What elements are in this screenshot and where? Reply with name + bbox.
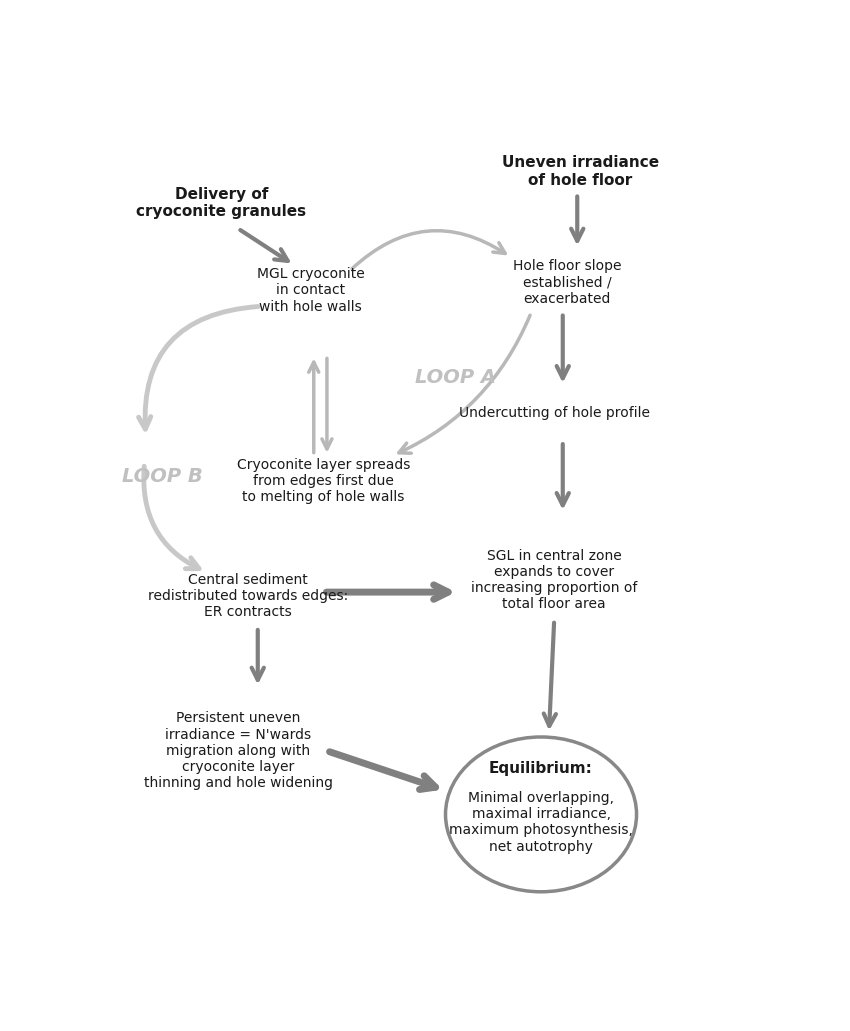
Text: Central sediment
redistributed towards edges:
ER contracts: Central sediment redistributed towards e… (148, 573, 348, 620)
Text: Uneven irradiance
of hole floor: Uneven irradiance of hole floor (502, 155, 659, 188)
Text: Minimal overlapping,
maximal irradiance,
maximum photosynthesis,
net autotrophy: Minimal overlapping, maximal irradiance,… (449, 791, 633, 854)
Text: Delivery of
cryoconite granules: Delivery of cryoconite granules (137, 187, 307, 220)
Text: Undercutting of hole profile: Undercutting of hole profile (459, 406, 649, 421)
Text: SGL in central zone
expands to cover
increasing proportion of
total floor area: SGL in central zone expands to cover inc… (471, 548, 638, 611)
Text: Cryoconite layer spreads
from edges first due
to melting of hole walls: Cryoconite layer spreads from edges firs… (237, 458, 411, 504)
Text: Hole floor slope
established /
exacerbated: Hole floor slope established / exacerbat… (513, 259, 621, 306)
Text: Persistent uneven
irradiance = N'wards
migration along with
cryoconite layer
thi: Persistent uneven irradiance = N'wards m… (144, 711, 332, 791)
Text: MGL cryoconite
in contact
with hole walls: MGL cryoconite in contact with hole wall… (257, 267, 365, 313)
Text: Equilibrium:: Equilibrium: (489, 761, 593, 776)
Text: LOOP A: LOOP A (415, 368, 496, 388)
Text: LOOP B: LOOP B (122, 467, 202, 487)
